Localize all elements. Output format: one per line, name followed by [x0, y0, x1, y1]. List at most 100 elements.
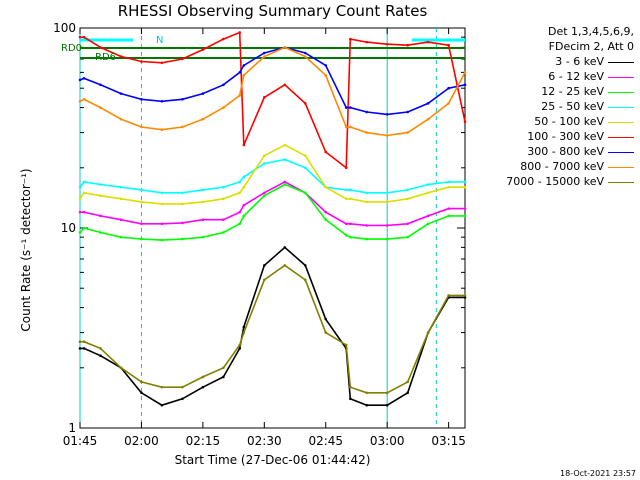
series-point: [82, 77, 86, 80]
series-point: [99, 194, 102, 198]
legend-swatch: [608, 121, 634, 123]
legend-entry-label: 6 - 12 keV: [548, 70, 604, 83]
series-point: [447, 294, 450, 297]
series-point: [119, 218, 123, 222]
series-point: [238, 180, 242, 184]
series-point: [119, 185, 123, 189]
series-point: [447, 102, 450, 105]
plot-frame: [79, 27, 466, 429]
x-tick-label: 02:45: [308, 434, 343, 448]
series-point: [365, 403, 369, 407]
series-point: [263, 96, 266, 99]
series-point: [263, 264, 266, 267]
series-point: [406, 43, 409, 47]
series-point: [238, 94, 242, 97]
legend-entry-label: 300 - 800 keV: [527, 145, 604, 158]
legend: Det 1,3,4,5,6,9, FDecim 2, Att 0 3 - 6 k…: [506, 24, 634, 189]
series-point: [140, 222, 143, 226]
legend-swatch: [608, 106, 634, 108]
y-axis-label: Count Rate (s⁻¹ detector⁻¹): [19, 168, 33, 332]
series-point: [238, 222, 242, 226]
series-point: [283, 264, 287, 267]
legend-entry: 800 - 7000 keV: [506, 159, 634, 174]
series-point: [238, 343, 242, 347]
series-point: [324, 150, 328, 154]
legend-swatch: [608, 181, 634, 183]
series-point: [263, 278, 266, 282]
series-point: [201, 92, 205, 95]
legend-entry-label: 800 - 7000 keV: [520, 160, 604, 173]
series-point: [99, 231, 102, 234]
series-point: [242, 175, 246, 179]
series-point: [426, 331, 430, 334]
series-point: [426, 191, 430, 195]
series-point: [78, 231, 82, 234]
series-point: [303, 102, 307, 105]
series-point: [344, 166, 348, 170]
series-point: [140, 125, 143, 129]
legend-entries: 3 - 6 keV 6 - 12 keV 12 - 25 keV 25 - 50 ke…: [506, 54, 634, 189]
series-point: [119, 197, 123, 201]
series-point: [463, 185, 467, 189]
series-point: [201, 385, 205, 389]
series-point: [82, 340, 86, 344]
legend-entry: 100 - 300 keV: [506, 129, 634, 144]
series-point: [201, 117, 205, 121]
series-point: [201, 375, 205, 379]
series-point: [99, 83, 102, 87]
series-point: [283, 83, 287, 87]
series-point: [447, 185, 450, 189]
legend-swatch: [608, 151, 634, 153]
series-point: [160, 238, 164, 242]
legend-entry: 300 - 800 keV: [506, 144, 634, 159]
series-point: [283, 183, 287, 186]
series-point: [349, 106, 352, 109]
series-point: [349, 235, 352, 239]
series-point: [463, 180, 467, 184]
series-point: [78, 340, 82, 344]
series-point: [385, 113, 389, 116]
series-point: [385, 403, 389, 407]
series-point: [385, 224, 389, 227]
series-point: [78, 210, 82, 214]
y-tick-label: 100: [53, 21, 76, 35]
series-point: [181, 237, 184, 241]
legend-entry-label: 7000 - 15000 keV: [506, 175, 604, 188]
series-point: [119, 92, 123, 95]
series-point: [349, 37, 352, 41]
series-point: [406, 380, 409, 384]
series-point: [181, 57, 184, 61]
legend-entry-label: 100 - 300 keV: [527, 130, 604, 143]
series-point: [406, 197, 409, 201]
series-point: [283, 246, 287, 249]
series-point: [99, 214, 102, 218]
series-point: [82, 191, 86, 195]
series-point: [140, 98, 143, 101]
series-point: [160, 61, 164, 65]
y-tick-label: 10: [61, 221, 76, 235]
series-point: [385, 191, 389, 195]
series-point: [324, 185, 328, 189]
series-point: [303, 264, 307, 267]
series-point: [324, 331, 328, 334]
series-point: [99, 347, 102, 350]
series-point: [119, 235, 123, 239]
series-point: [303, 55, 307, 58]
series-point: [222, 106, 225, 109]
series-point: [365, 110, 369, 114]
series-point: [447, 214, 450, 218]
series-point: [99, 354, 102, 357]
series-point: [222, 366, 225, 370]
x-axis-label: Start Time (27-Dec-06 01:44:42): [174, 453, 371, 467]
series-point: [283, 143, 287, 147]
legend-swatch: [608, 91, 634, 93]
series-point: [119, 117, 123, 121]
series-point: [406, 235, 409, 239]
series-point: [324, 64, 328, 67]
series-point: [238, 31, 242, 34]
series-point: [140, 200, 143, 204]
series-point: [181, 221, 184, 225]
legend-swatch: [608, 136, 634, 138]
series-point: [324, 210, 328, 214]
series-point: [222, 83, 225, 87]
